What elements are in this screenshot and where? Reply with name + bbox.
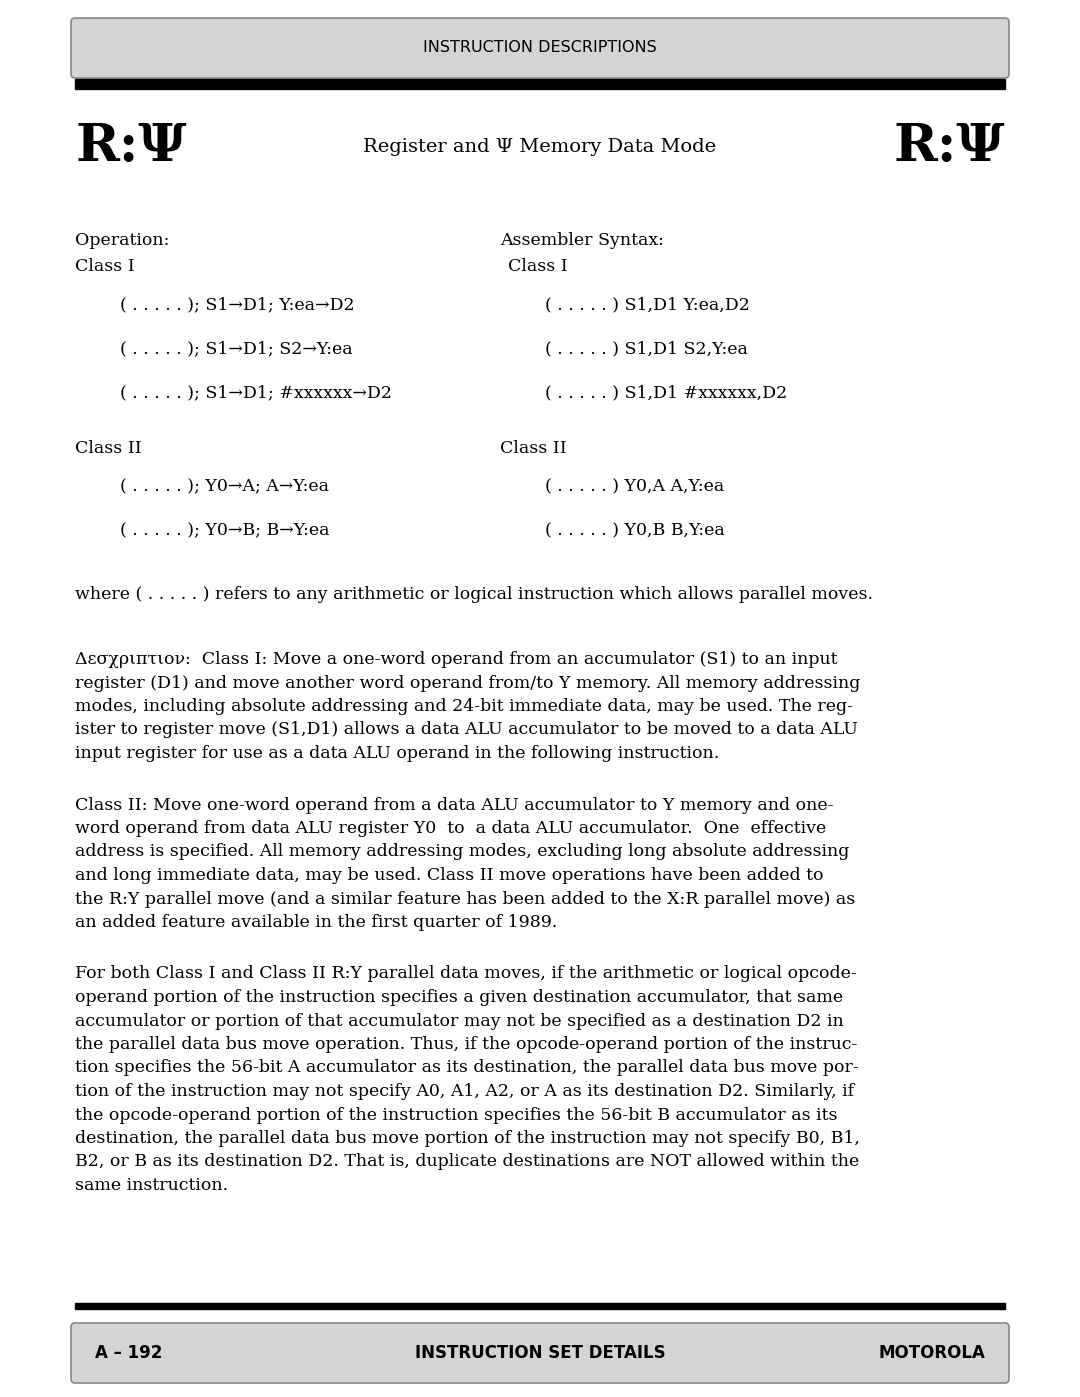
Text: R:Ψ: R:Ψ — [893, 122, 1005, 172]
Text: the R:Y parallel move (and a similar feature has been added to the X:R parallel : the R:Y parallel move (and a similar fea… — [75, 890, 855, 908]
Text: the opcode-operand portion of the instruction specifies the 56-bit B accumulator: the opcode-operand portion of the instru… — [75, 1106, 837, 1123]
Text: A – 192: A – 192 — [95, 1344, 162, 1362]
Text: word operand from data ALU register Y0  to  a data ALU accumulator.  One  effect: word operand from data ALU register Y0 t… — [75, 820, 826, 837]
FancyBboxPatch shape — [71, 18, 1009, 78]
Text: ( . . . . . ) Y0,B B,Y:ea: ( . . . . . ) Y0,B B,Y:ea — [545, 522, 725, 539]
Text: same instruction.: same instruction. — [75, 1178, 228, 1194]
Text: Operation:: Operation: — [75, 232, 170, 249]
Text: Class II: Class II — [500, 440, 567, 457]
Text: tion specifies the 56-bit A accumulator as its destination, the parallel data bu: tion specifies the 56-bit A accumulator … — [75, 1059, 859, 1077]
Text: ( . . . . . ) S1,D1 Y:ea,D2: ( . . . . . ) S1,D1 Y:ea,D2 — [545, 296, 750, 313]
Text: modes, including absolute addressing and 24-bit immediate data, may be used. The: modes, including absolute addressing and… — [75, 698, 853, 715]
Text: ( . . . . . ); Y0→A; A→Y:ea: ( . . . . . ); Y0→A; A→Y:ea — [120, 478, 329, 495]
Text: input register for use as a data ALU operand in the following instruction.: input register for use as a data ALU ope… — [75, 745, 719, 761]
Text: Class I: Class I — [75, 258, 135, 275]
Text: where ( . . . . . ) refers to any arithmetic or logical instruction which allows: where ( . . . . . ) refers to any arithm… — [75, 585, 873, 604]
Text: ( . . . . . ); Y0→B; B→Y:ea: ( . . . . . ); Y0→B; B→Y:ea — [120, 522, 329, 539]
Text: ( . . . . . ) Y0,A A,Y:ea: ( . . . . . ) Y0,A A,Y:ea — [545, 478, 725, 495]
Text: ( . . . . . ) S1,D1 S2,Y:ea: ( . . . . . ) S1,D1 S2,Y:ea — [545, 339, 747, 358]
Text: INSTRUCTION SET DETAILS: INSTRUCTION SET DETAILS — [415, 1344, 665, 1362]
Text: For both Class I and Class II R:Y parallel data moves, if the arithmetic or logi: For both Class I and Class II R:Y parall… — [75, 965, 856, 982]
Text: accumulator or portion of that accumulator may not be specified as a destination: accumulator or portion of that accumulat… — [75, 1013, 843, 1030]
Text: register (D1) and move another word operand from/to Y memory. All memory address: register (D1) and move another word oper… — [75, 675, 861, 692]
Text: ( . . . . . ); S1→D1; Y:ea→D2: ( . . . . . ); S1→D1; Y:ea→D2 — [120, 296, 354, 313]
Text: ( . . . . . ); S1→D1; S2→Y:ea: ( . . . . . ); S1→D1; S2→Y:ea — [120, 339, 353, 358]
Text: Assembler Syntax:: Assembler Syntax: — [500, 232, 664, 249]
Text: B2, or B as its destination D2. That is, duplicate destinations are NOT allowed : B2, or B as its destination D2. That is,… — [75, 1154, 860, 1171]
Text: destination, the parallel data bus move portion of the instruction may not speci: destination, the parallel data bus move … — [75, 1130, 860, 1147]
Text: tion of the instruction may not specify A0, A1, A2, or A as its destination D2. : tion of the instruction may not specify … — [75, 1083, 854, 1099]
Text: Class II: Class II — [75, 440, 141, 457]
Text: an added feature available in the first quarter of 1989.: an added feature available in the first … — [75, 914, 557, 930]
Text: Δεσχριπτιον:  Class I: Move a one-word operand from an accumulator (S1) to an in: Δεσχριπτιον: Class I: Move a one-word op… — [75, 651, 837, 668]
Text: and long immediate data, may be used. Class II move operations have been added t: and long immediate data, may be used. Cl… — [75, 868, 824, 884]
Text: ister to register move (S1,D1) allows a data ALU accumulator to be moved to a da: ister to register move (S1,D1) allows a … — [75, 721, 858, 739]
FancyBboxPatch shape — [71, 1323, 1009, 1383]
Text: INSTRUCTION DESCRIPTIONS: INSTRUCTION DESCRIPTIONS — [423, 41, 657, 56]
Text: Class II: Move one-word operand from a data ALU accumulator to Y memory and one-: Class II: Move one-word operand from a d… — [75, 796, 834, 813]
Text: address is specified. All memory addressing modes, excluding long absolute addre: address is specified. All memory address… — [75, 844, 849, 861]
Text: MOTOROLA: MOTOROLA — [878, 1344, 985, 1362]
Text: the parallel data bus move operation. Thus, if the opcode-operand portion of the: the parallel data bus move operation. Th… — [75, 1037, 858, 1053]
Text: R:Ψ: R:Ψ — [75, 122, 187, 172]
Bar — [75, 1303, 1005, 1309]
Text: Class I: Class I — [508, 258, 568, 275]
Text: operand portion of the instruction specifies a given destination accumulator, th: operand portion of the instruction speci… — [75, 989, 843, 1006]
Bar — [75, 80, 1005, 89]
Text: ( . . . . . ); S1→D1; #xxxxxx→D2: ( . . . . . ); S1→D1; #xxxxxx→D2 — [120, 384, 392, 401]
Text: Register and Ψ Memory Data Mode: Register and Ψ Memory Data Mode — [364, 138, 716, 156]
Text: ( . . . . . ) S1,D1 #xxxxxx,D2: ( . . . . . ) S1,D1 #xxxxxx,D2 — [545, 384, 787, 401]
